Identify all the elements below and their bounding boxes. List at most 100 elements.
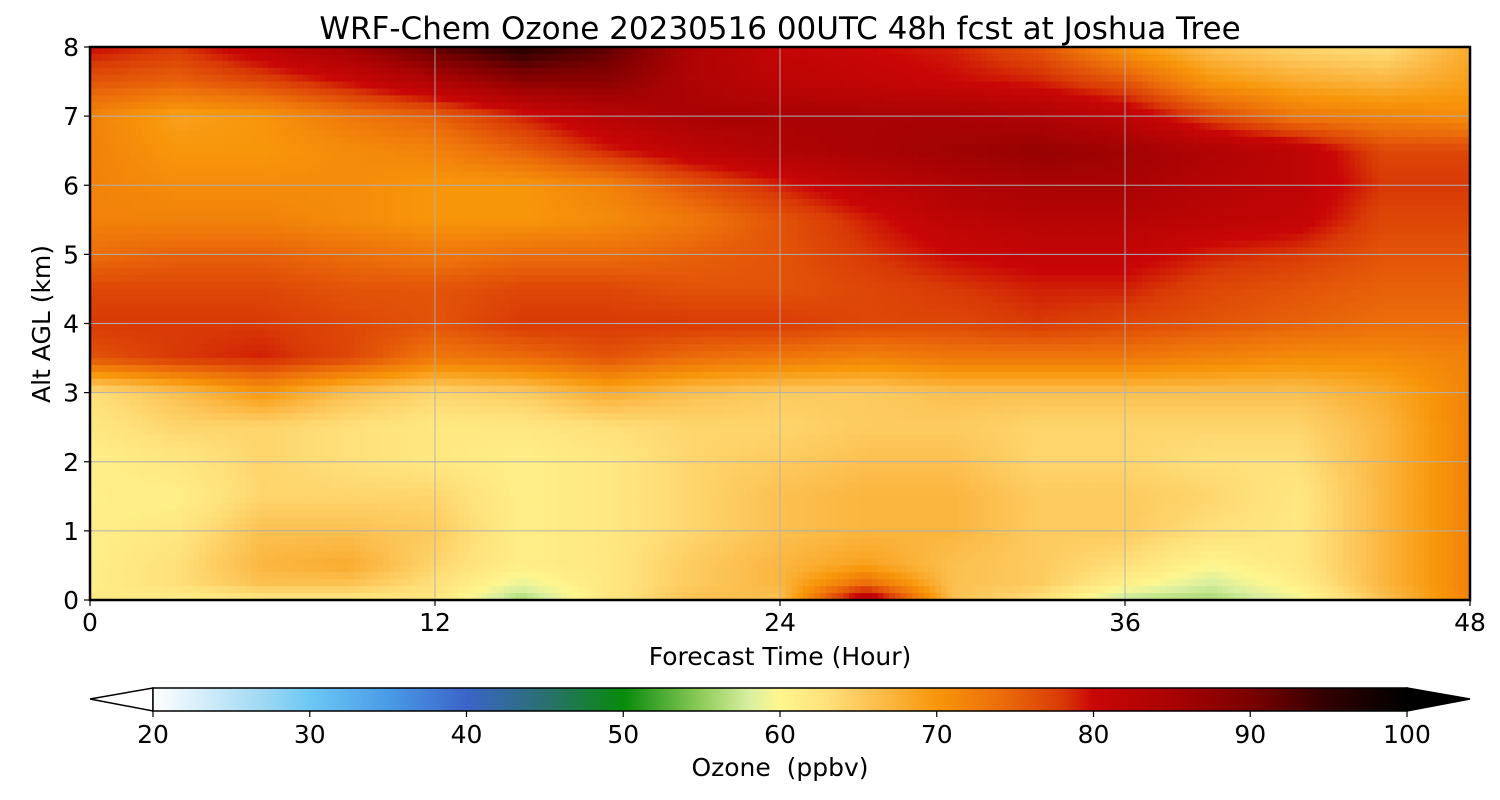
heatmap-cell <box>458 151 464 159</box>
heatmap-cell <box>631 88 637 96</box>
heatmap-cell <box>1039 144 1045 152</box>
heatmap-cell <box>820 130 826 138</box>
heatmap-cell <box>401 165 407 173</box>
heatmap-cell <box>964 75 970 83</box>
heatmap-cell <box>625 95 631 103</box>
heatmap-cell <box>1211 102 1217 110</box>
heatmap-cell <box>539 102 545 110</box>
heatmap-cell <box>406 158 412 166</box>
heatmap-cell <box>625 165 631 173</box>
heatmap-cell <box>1229 82 1235 90</box>
heatmap-cell <box>510 151 516 159</box>
heatmap-cell <box>360 151 366 159</box>
heatmap-cell <box>533 102 539 110</box>
heatmap-cell <box>102 151 108 159</box>
heatmap-cell <box>148 130 154 138</box>
heatmap-cell <box>1280 109 1286 117</box>
heatmap-cell <box>493 178 499 186</box>
heatmap-cell <box>976 54 982 62</box>
heatmap-cell <box>654 165 660 173</box>
heatmap-cell <box>884 151 890 159</box>
heatmap-cell <box>1257 123 1263 131</box>
heatmap-cell <box>579 109 585 117</box>
heatmap-cell <box>1142 130 1148 138</box>
heatmap-cell <box>1395 102 1401 110</box>
heatmap-cell <box>1206 144 1212 152</box>
heatmap-cell <box>1142 109 1148 117</box>
heatmap-cell <box>217 102 223 110</box>
heatmap-cell <box>504 88 510 96</box>
heatmap-cell <box>746 82 752 90</box>
heatmap-cell <box>872 61 878 69</box>
heatmap-cell <box>1303 54 1309 62</box>
heatmap-cell <box>1188 68 1194 76</box>
heatmap-cell <box>96 137 102 145</box>
heatmap-cell <box>585 75 591 83</box>
heatmap-cell <box>521 95 527 103</box>
heatmap-cell <box>211 88 217 96</box>
heatmap-cell <box>424 68 430 76</box>
heatmap-cell <box>372 61 378 69</box>
heatmap-cell <box>493 171 499 179</box>
heatmap-cell <box>268 144 274 152</box>
heatmap-cell <box>677 171 683 179</box>
heatmap-cell <box>171 68 177 76</box>
heatmap-cell <box>556 151 562 159</box>
heatmap-cell <box>1062 82 1068 90</box>
heatmap-cell <box>602 88 608 96</box>
heatmap-cell <box>953 82 959 90</box>
heatmap-cell <box>1108 137 1114 145</box>
heatmap-cell <box>188 123 194 131</box>
heatmap-cell <box>717 178 723 186</box>
heatmap-cell <box>424 75 430 83</box>
heatmap-cell <box>516 144 522 152</box>
heatmap-cell <box>970 137 976 145</box>
heatmap-cell <box>1165 123 1171 131</box>
heatmap-cell <box>257 123 263 131</box>
heatmap-cell <box>746 95 752 103</box>
heatmap-cell <box>1114 144 1120 152</box>
heatmap-cell <box>1154 61 1160 69</box>
heatmap-cell <box>1004 178 1010 186</box>
heatmap-cell <box>297 116 303 124</box>
heatmap-cell <box>1171 185 1177 193</box>
heatmap-cell <box>884 171 890 179</box>
heatmap-cell <box>1050 75 1056 83</box>
heatmap-cell <box>970 171 976 179</box>
heatmap-cell <box>734 102 740 110</box>
heatmap-cell <box>1407 102 1413 110</box>
heatmap-cell <box>602 144 608 152</box>
heatmap-cell <box>406 102 412 110</box>
heatmap-cell <box>464 130 470 138</box>
heatmap-cell <box>573 82 579 90</box>
heatmap-cell <box>659 95 665 103</box>
heatmap-cell <box>527 151 533 159</box>
heatmap-cell <box>907 82 913 90</box>
heatmap-cell <box>648 75 654 83</box>
heatmap-cell <box>1108 178 1114 186</box>
heatmap-cell <box>1073 82 1079 90</box>
heatmap-cell <box>1229 130 1235 138</box>
heatmap-cell <box>625 82 631 90</box>
heatmap-cell <box>159 75 165 83</box>
heatmap-cell <box>1165 185 1171 193</box>
heatmap-cell <box>1298 54 1304 62</box>
heatmap-cell <box>659 102 665 110</box>
heatmap-cell <box>912 165 918 173</box>
heatmap-cell <box>274 88 280 96</box>
heatmap-cell <box>205 144 211 152</box>
heatmap-cell <box>1229 158 1235 166</box>
heatmap-cell <box>205 54 211 62</box>
heatmap-cell <box>1338 61 1344 69</box>
heatmap-cell <box>700 54 706 62</box>
heatmap-cell <box>613 82 619 90</box>
heatmap-cell <box>769 137 775 145</box>
heatmap-cell <box>1315 95 1321 103</box>
heatmap-cell <box>1016 116 1022 124</box>
heatmap-cell <box>245 109 251 117</box>
heatmap-cell <box>303 54 309 62</box>
heatmap-cell <box>119 82 125 90</box>
heatmap-cell <box>556 54 562 62</box>
heatmap-cell <box>251 95 257 103</box>
heatmap-cell <box>1303 171 1309 179</box>
